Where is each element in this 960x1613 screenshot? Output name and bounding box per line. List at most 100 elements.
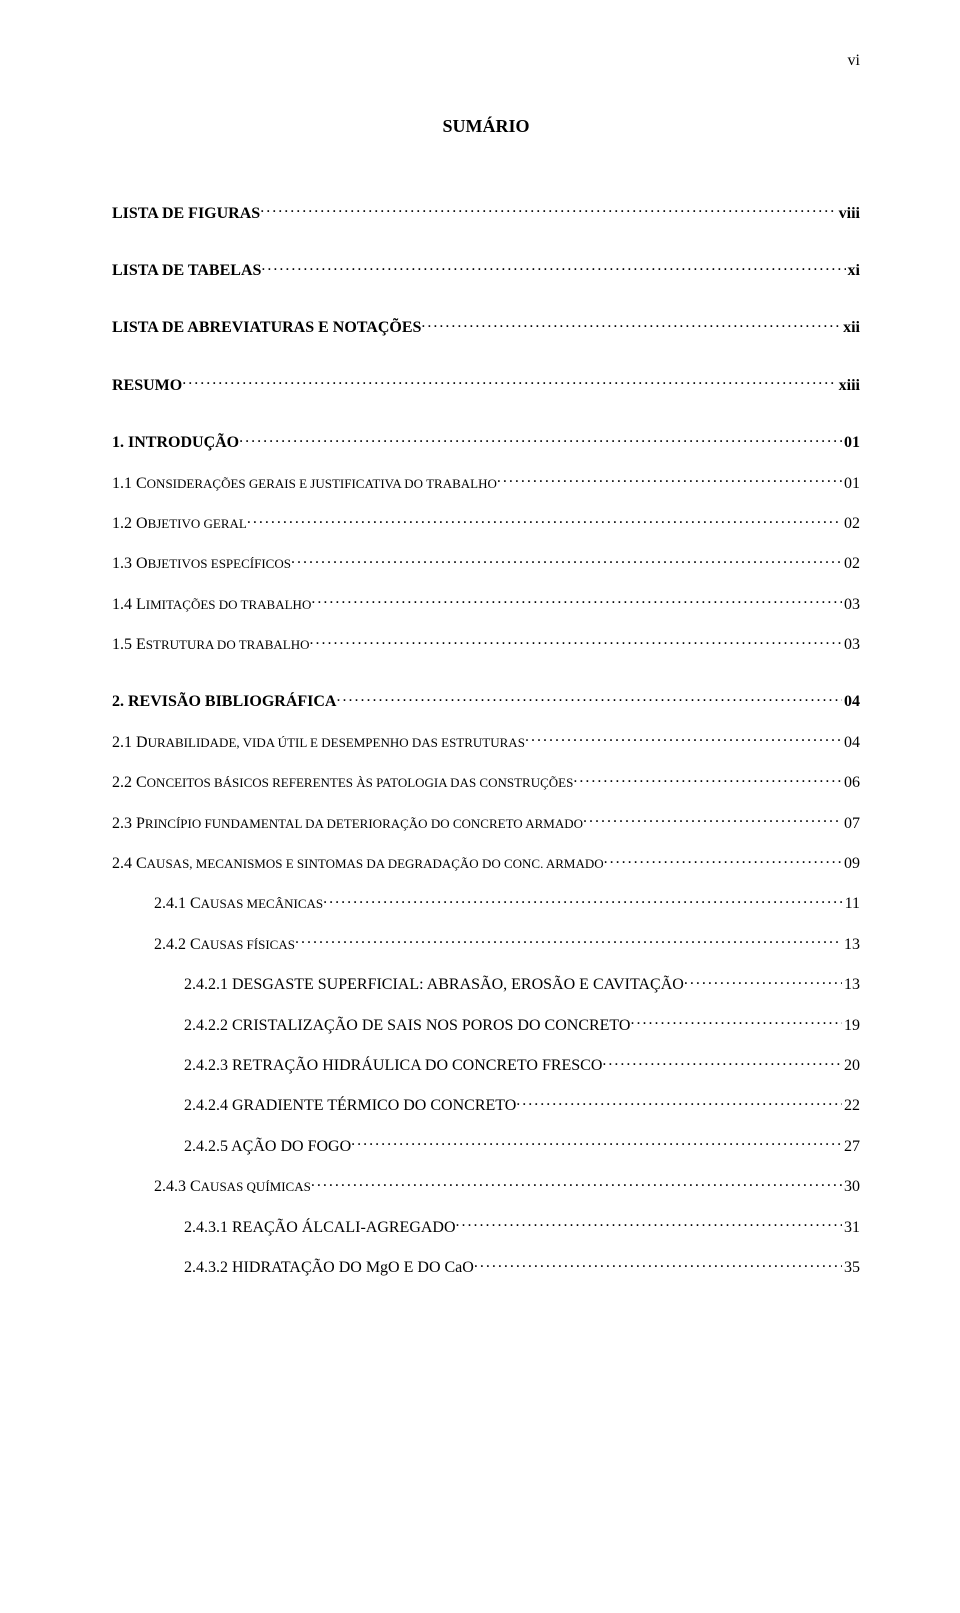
toc-leader — [291, 552, 842, 568]
toc-leader — [261, 259, 845, 275]
table-of-contents: LISTA DE FIGURASviiiLISTA DE TABELASxiLI… — [112, 202, 860, 1280]
toc-leader — [573, 771, 842, 787]
toc-leader — [421, 316, 841, 332]
toc-label: 2.4.2.4 GRADIENTE TÉRMICO DO CONCRETO — [184, 1095, 516, 1117]
toc-entry: 2.4.3.2 HIDRATAÇÃO DO MgO E DO CaO 35 — [112, 1256, 860, 1279]
toc-label: 2.3 PRINCÍPIO FUNDAMENTAL DA DETERIORAÇÃ… — [112, 813, 583, 835]
toc-page-number: 27 — [842, 1136, 860, 1158]
toc-entry: 2.4.3 CAUSAS QUÍMICAS 30 — [112, 1175, 860, 1198]
toc-page-number: xii — [841, 317, 860, 339]
toc-label: 1.5 ESTRUTURA DO TRABALHO — [112, 634, 310, 656]
toc-page-number: 01 — [842, 473, 860, 495]
toc-page-number: 03 — [842, 634, 860, 656]
toc-page-number: viii — [837, 203, 860, 225]
toc-entry: RESUMO xiii — [112, 374, 860, 397]
toc-leader — [311, 1175, 842, 1191]
toc-leader — [351, 1135, 842, 1151]
toc-page-number: 02 — [842, 513, 860, 535]
toc-page-number: 30 — [842, 1176, 860, 1198]
toc-label: 2.4.2 CAUSAS FÍSICAS — [154, 934, 295, 956]
toc-page-number: 06 — [842, 772, 860, 794]
toc-entry: 2.2 CONCEITOS BÁSICOS REFERENTES ÀS PATO… — [112, 771, 860, 794]
toc-leader — [239, 431, 842, 447]
toc-label: 2.4.3 CAUSAS QUÍMICAS — [154, 1176, 311, 1198]
toc-leader — [525, 731, 842, 747]
page-number: vi — [112, 50, 860, 72]
toc-leader — [474, 1256, 842, 1272]
toc-entry: 1.4 LIMITAÇÕES DO TRABALHO 03 — [112, 593, 860, 616]
toc-entry: 2.4.2 CAUSAS FÍSICAS13 — [112, 933, 860, 956]
toc-page-number: 09 — [842, 853, 860, 875]
toc-entry: 1.5 ESTRUTURA DO TRABALHO 03 — [112, 633, 860, 656]
toc-label: 2.4.3.2 HIDRATAÇÃO DO MgO E DO CaO — [184, 1257, 474, 1279]
toc-entry: 2.4.3.1 REAÇÃO ÁLCALI-AGREGADO 31 — [112, 1216, 860, 1239]
toc-entry: 2.4.1 CAUSAS MECÂNICAS 11 — [112, 892, 860, 915]
toc-leader — [602, 1054, 842, 1070]
toc-leader — [323, 892, 842, 908]
toc-entry: LISTA DE TABELAS xi — [112, 259, 860, 282]
toc-entry: 2.4.2.2 CRISTALIZAÇÃO DE SAIS NOS POROS … — [112, 1014, 860, 1037]
toc-leader — [456, 1216, 842, 1232]
toc-leader — [295, 933, 842, 949]
toc-page-number: 19 — [842, 1015, 860, 1037]
toc-leader — [311, 593, 842, 609]
toc-entry: 1.1 CONSIDERAÇÕES GERAIS E JUSTIFICATIVA… — [112, 472, 860, 495]
toc-label: 2. REVISÃO BIBLIOGRÁFICA — [112, 691, 336, 713]
toc-entry: 2.3 PRINCÍPIO FUNDAMENTAL DA DETERIORAÇÃ… — [112, 812, 860, 835]
toc-entry: LISTA DE ABREVIATURAS E NOTAÇÕES xii — [112, 316, 860, 339]
toc-leader — [604, 852, 842, 868]
toc-page-number: 02 — [842, 553, 860, 575]
toc-leader — [684, 973, 842, 989]
toc-entry: 1.3 OBJETIVOS ESPECÍFICOS 02 — [112, 552, 860, 575]
toc-leader — [247, 512, 842, 528]
toc-entry: 2.4.2.1 DESGASTE SUPERFICIAL: ABRASÃO, E… — [112, 973, 860, 996]
toc-label: 2.4 CAUSAS, MECANISMOS E SINTOMAS DA DEG… — [112, 853, 604, 875]
toc-label: 1.1 CONSIDERAÇÕES GERAIS E JUSTIFICATIVA… — [112, 473, 497, 495]
toc-entry: 2.1 DURABILIDADE, VIDA ÚTIL E DESEMPENHO… — [112, 731, 860, 754]
toc-label: LISTA DE ABREVIATURAS E NOTAÇÕES — [112, 317, 421, 339]
toc-page-number: 04 — [842, 732, 860, 754]
toc-label: LISTA DE FIGURAS — [112, 203, 260, 225]
toc-page-number: xi — [846, 260, 860, 282]
toc-label: 1.2 OBJETIVO GERAL — [112, 513, 247, 535]
toc-leader — [182, 374, 836, 390]
toc-label: 2.4.2.1 DESGASTE SUPERFICIAL: ABRASÃO, E… — [184, 974, 684, 996]
toc-label: RESUMO — [112, 375, 182, 397]
toc-page-number: 07 — [842, 813, 860, 835]
toc-leader — [583, 812, 842, 828]
toc-page-number: 35 — [842, 1257, 860, 1279]
toc-page-number: 01 — [842, 432, 860, 454]
toc-label: 2.4.3.1 REAÇÃO ÁLCALI-AGREGADO — [184, 1217, 456, 1239]
toc-entry: 2.4 CAUSAS, MECANISMOS E SINTOMAS DA DEG… — [112, 852, 860, 875]
toc-leader — [630, 1014, 842, 1030]
toc-label: 2.2 CONCEITOS BÁSICOS REFERENTES ÀS PATO… — [112, 772, 573, 794]
toc-entry: LISTA DE FIGURAS viii — [112, 202, 860, 225]
toc-label: 2.1 DURABILIDADE, VIDA ÚTIL E DESEMPENHO… — [112, 732, 525, 754]
page-title: SUMÁRIO — [112, 114, 860, 139]
toc-entry: 1. INTRODUÇÃO 01 — [112, 431, 860, 454]
toc-label: 2.4.2.3 RETRAÇÃO HIDRÁULICA DO CONCRETO … — [184, 1055, 602, 1077]
toc-page-number: 20 — [842, 1055, 860, 1077]
toc-entry: 2. REVISÃO BIBLIOGRÁFICA04 — [112, 690, 860, 713]
toc-page-number: 11 — [843, 893, 860, 915]
toc-entry: 2.4.2.5 AÇÃO DO FOGO 27 — [112, 1135, 860, 1158]
toc-page-number: 13 — [842, 974, 860, 996]
toc-label: 1. INTRODUÇÃO — [112, 432, 239, 454]
toc-label: 2.4.1 CAUSAS MECÂNICAS — [154, 893, 323, 915]
toc-leader — [310, 633, 843, 649]
toc-leader — [497, 472, 842, 488]
toc-label: 2.4.2.5 AÇÃO DO FOGO — [184, 1136, 351, 1158]
toc-entry: 1.2 OBJETIVO GERAL 02 — [112, 512, 860, 535]
toc-entry: 2.4.2.3 RETRAÇÃO HIDRÁULICA DO CONCRETO … — [112, 1054, 860, 1077]
toc-entry: 2.4.2.4 GRADIENTE TÉRMICO DO CONCRETO 22 — [112, 1094, 860, 1117]
toc-page-number: 03 — [842, 594, 860, 616]
toc-leader — [260, 202, 836, 218]
toc-page-number: xiii — [837, 375, 860, 397]
toc-page-number: 22 — [842, 1095, 860, 1117]
toc-page-number: 31 — [842, 1217, 860, 1239]
toc-label: 2.4.2.2 CRISTALIZAÇÃO DE SAIS NOS POROS … — [184, 1015, 630, 1037]
toc-label: LISTA DE TABELAS — [112, 260, 261, 282]
toc-leader — [336, 690, 842, 706]
toc-label: 1.4 LIMITAÇÕES DO TRABALHO — [112, 594, 311, 616]
toc-label: 1.3 OBJETIVOS ESPECÍFICOS — [112, 553, 291, 575]
